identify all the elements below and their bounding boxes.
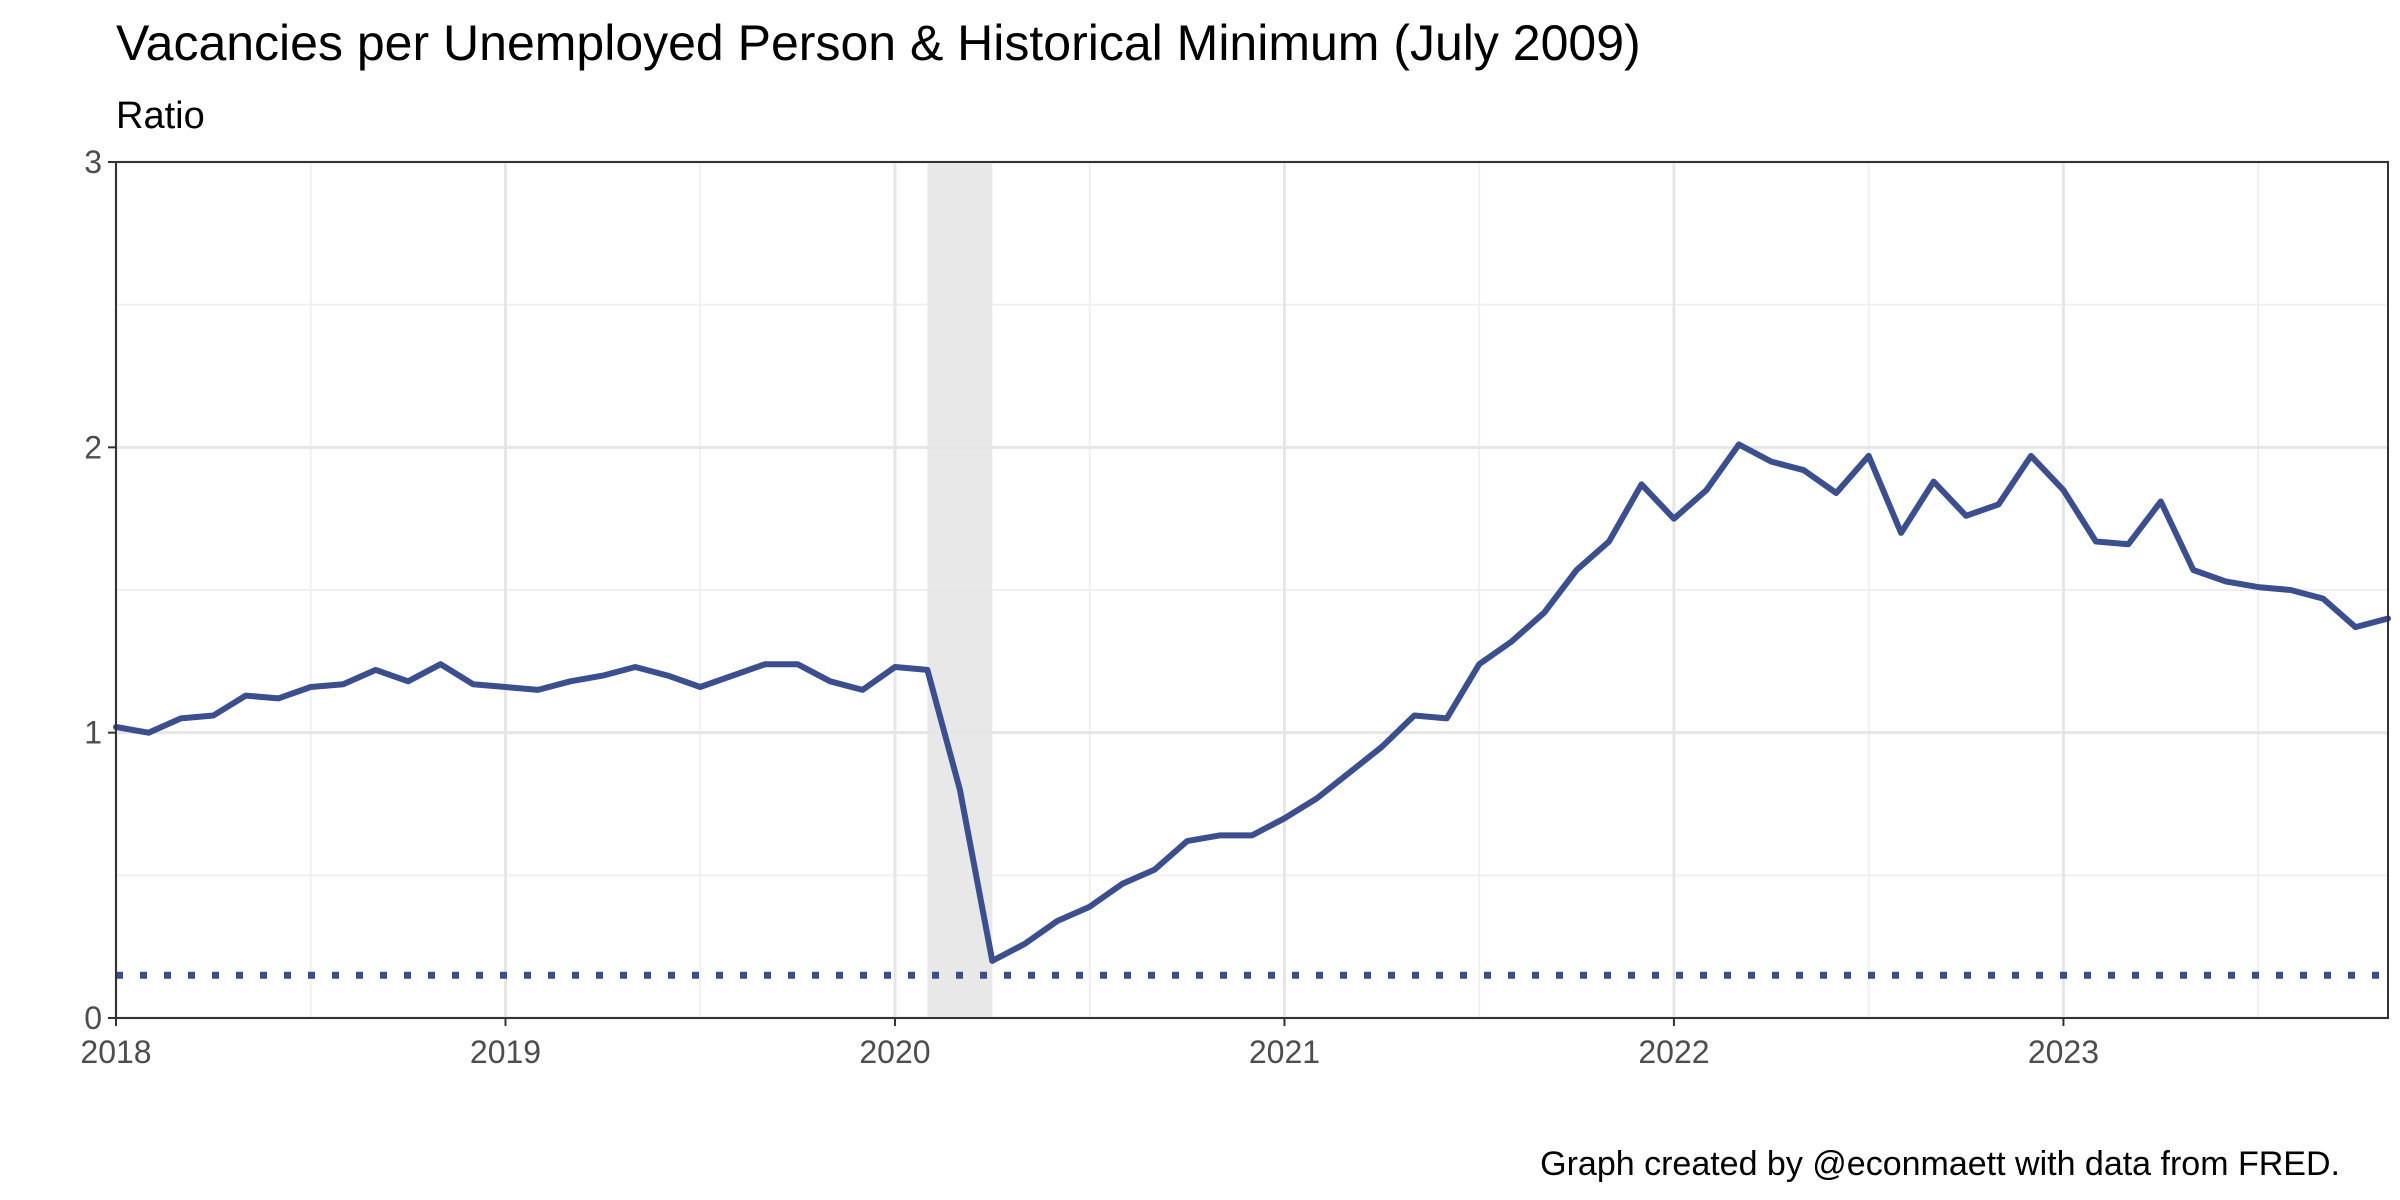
recession-shading [927, 162, 993, 1018]
plot-border [115, 161, 2389, 1019]
grid-minor [116, 162, 2388, 1018]
x-tick-label: 2021 [1249, 1034, 1320, 1070]
y-tick-label: 0 [84, 1000, 102, 1036]
y-tick-label: 1 [84, 715, 102, 751]
x-tick-label: 2019 [470, 1034, 541, 1070]
series-line-vacancy-ratio [113, 441, 2391, 964]
recession-shading-group [927, 162, 993, 1018]
x-tick-label: 2022 [1638, 1034, 1709, 1070]
chart-caption: Graph created by @econmaett with data fr… [1540, 1145, 2340, 1183]
y-tick-label: 3 [84, 144, 102, 180]
series-layer [113, 441, 2391, 979]
x-tick-label: 2023 [2028, 1034, 2099, 1070]
chart-subtitle: Ratio [116, 95, 205, 137]
y-tick-label: 2 [84, 429, 102, 465]
x-tick-label: 2020 [859, 1034, 930, 1070]
chart-title: Vacancies per Unemployed Person & Histor… [116, 15, 1641, 71]
axes: 0 1 2 3 2018 2019 2020 2021 2022 2023 [80, 144, 2099, 1070]
x-tick-label: 2018 [80, 1034, 151, 1070]
